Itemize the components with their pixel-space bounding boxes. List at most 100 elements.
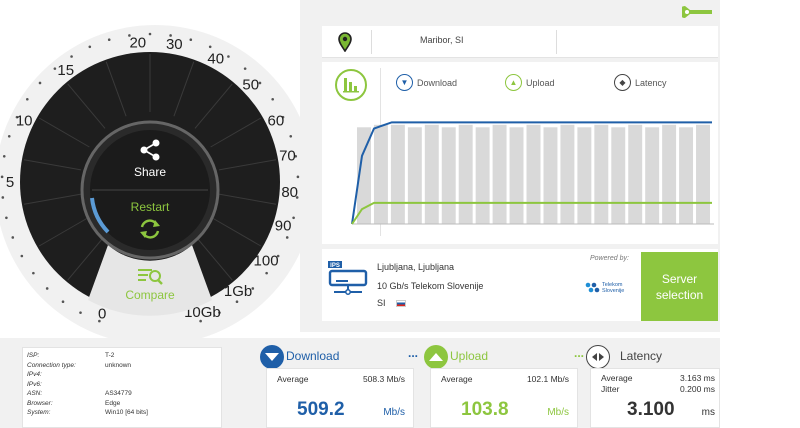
gauge-dot xyxy=(258,81,262,85)
latency-arrows-icon: ◆ xyxy=(614,74,631,91)
gauge-dot xyxy=(294,155,298,158)
gauge-dot xyxy=(227,55,230,58)
isp-key: ASN: xyxy=(27,390,43,397)
legend-latency[interactable]: ◆ Latency xyxy=(614,74,667,91)
chart-bar xyxy=(560,124,575,224)
chart-bar xyxy=(357,127,371,224)
gauge-dot xyxy=(70,55,73,58)
speed-plot xyxy=(351,121,714,225)
isp-row: Browser: Edge xyxy=(27,400,217,407)
chart-bar xyxy=(594,124,609,224)
gauge-dot xyxy=(5,216,8,220)
gauge-segment xyxy=(23,193,82,205)
latency-title: Latency xyxy=(620,349,663,363)
gauge-tick-label: 60 xyxy=(267,113,284,130)
legend-download[interactable]: ▼ Download xyxy=(396,74,457,91)
gauge-dot xyxy=(218,311,221,314)
speed-chart-panel: ▼ Download ▲ Upload ◆ Latency xyxy=(322,62,718,244)
share-icon[interactable] xyxy=(140,139,160,161)
isp-key: IPv4: xyxy=(27,371,42,378)
gauge-dot xyxy=(235,300,239,304)
legend-download-label: Download xyxy=(417,77,458,88)
download-series-line xyxy=(351,121,712,225)
gauge-segment xyxy=(173,61,195,117)
share-label[interactable]: Share xyxy=(134,165,166,179)
isp-row: System: Win10 [64 bits] xyxy=(27,409,217,416)
chart-bar xyxy=(645,127,660,224)
gauge-tick-label: 30 xyxy=(166,36,183,53)
latency-average-value: 3.163 ms xyxy=(680,373,715,383)
gauge-dot xyxy=(26,97,29,101)
gauge-tick-label: 10 xyxy=(16,113,33,130)
chart-toggle-icon[interactable] xyxy=(334,68,368,102)
upload-series-line xyxy=(351,201,712,225)
telekom-logo-icon xyxy=(585,282,600,293)
isp-row: ISP: T-2 xyxy=(27,352,217,359)
gauge-dot xyxy=(20,254,24,258)
download-arrow-icon xyxy=(260,345,284,369)
gauge-segment xyxy=(194,83,233,129)
chart-bar xyxy=(458,124,473,224)
location-divider xyxy=(556,30,557,54)
gauge-tick-label: 0 xyxy=(98,306,106,323)
isp-row: ASN: AS34779 xyxy=(27,390,217,397)
gauge-dot xyxy=(98,319,101,323)
chart-bar xyxy=(390,124,405,224)
server-icon: IPS xyxy=(328,261,368,295)
compare-label[interactable]: Compare xyxy=(125,288,175,302)
location-bar: Maribor, SI xyxy=(322,26,718,58)
legend-upload-label: Upload xyxy=(526,77,555,88)
latency-unit: ms xyxy=(701,407,715,418)
isp-row: IPv4: xyxy=(27,371,217,378)
gauge-segment xyxy=(194,235,233,281)
gauge-segment xyxy=(38,216,90,247)
settings-wrench-icon[interactable] xyxy=(682,4,714,20)
restart-icon[interactable] xyxy=(140,219,160,239)
latency-value: 3.100 xyxy=(627,399,675,420)
chart-bar xyxy=(662,124,677,224)
isp-value: Win10 [64 bits] xyxy=(105,409,148,416)
chart-bar xyxy=(373,124,388,224)
gauge-tick-label: 20 xyxy=(129,35,146,52)
gauge-dot xyxy=(11,236,15,239)
upload-speed-unit: Mb/s xyxy=(547,407,569,418)
gauge-dot xyxy=(295,196,299,199)
gauge-dot xyxy=(169,34,172,37)
upload-average-value: 102.1 Mb/s xyxy=(526,374,569,384)
download-speed-value: 509.2 xyxy=(297,399,345,420)
gauge-dot xyxy=(189,38,193,42)
gauge-dot xyxy=(0,175,4,179)
gauge-segment xyxy=(67,235,106,281)
isp-key: ISP: xyxy=(27,352,40,359)
gauge-segment xyxy=(38,117,90,148)
server-selection-button[interactable]: Server selection xyxy=(641,252,718,321)
server-country-code: SI xyxy=(377,298,386,308)
legend-upload[interactable]: ▲ Upload xyxy=(505,74,555,91)
gauge-segment xyxy=(23,159,82,171)
isp-value: unknown xyxy=(105,361,132,369)
gauge-dot xyxy=(88,45,92,49)
isp-row: IPv6: xyxy=(27,381,217,388)
isp-key: Browser: xyxy=(27,399,53,407)
legend-latency-label: Latency xyxy=(635,77,667,88)
gauge-tick-label: 100 xyxy=(254,252,279,269)
gauge-dot xyxy=(79,311,82,314)
gauge-tick-label: 50 xyxy=(242,77,259,94)
latency-average-label: Average xyxy=(601,373,633,383)
download-more-button[interactable]: ... xyxy=(407,346,418,360)
isp-key: System: xyxy=(27,409,51,416)
sponsor-name: Telekom Slovenije xyxy=(602,282,625,294)
powered-by-label: Powered by: xyxy=(590,255,629,262)
location-city: Maribor, SI xyxy=(420,35,464,45)
latency-result-card: Latency Average 3.163 ms Jitter 0.200 ms… xyxy=(580,342,720,428)
upload-average-label: Average xyxy=(441,374,473,384)
chart-bar xyxy=(492,124,507,224)
compare-icon[interactable] xyxy=(138,269,163,285)
download-result-card: Download ... Average 508.3 Mb/s 509.2 Mb… xyxy=(256,342,418,428)
restart-label[interactable]: Restart xyxy=(131,200,170,214)
chart-bar xyxy=(407,127,422,224)
upload-more-button[interactable]: ... xyxy=(573,346,584,360)
isp-value: T-2 xyxy=(105,352,115,359)
